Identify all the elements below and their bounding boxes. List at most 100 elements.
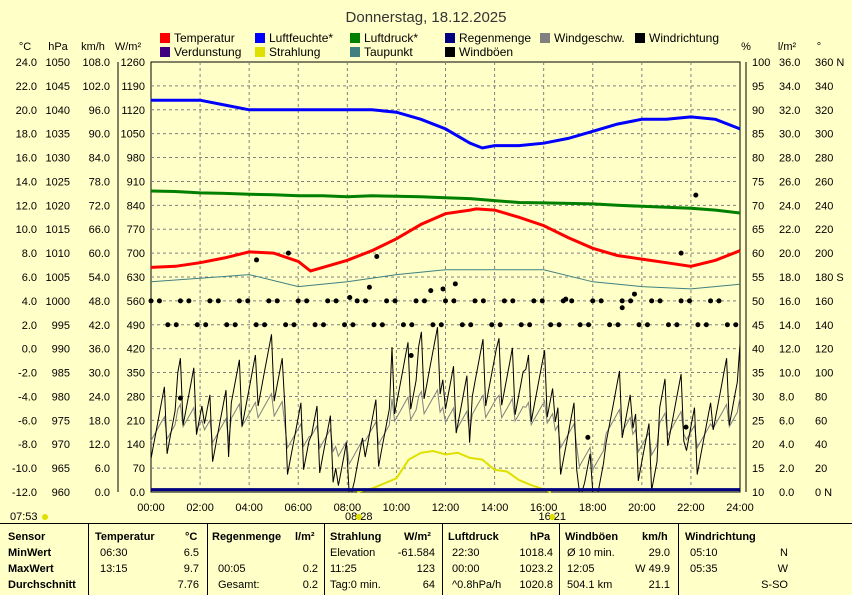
wind-direction-point xyxy=(194,322,200,328)
wind-gust-point xyxy=(374,254,380,260)
wind-direction-point xyxy=(619,298,625,304)
wind-direction-point xyxy=(438,322,444,328)
x-tick-label: 12:00 xyxy=(432,502,460,514)
legend-swatch xyxy=(350,33,360,43)
y-tick-label: 990 xyxy=(52,344,70,356)
windboeen-line xyxy=(150,327,741,493)
axis-unit: W/m² xyxy=(115,41,142,53)
y-tick-label: 50 xyxy=(752,296,764,308)
y-tick-label: 1000 xyxy=(46,296,70,308)
legend-swatch xyxy=(255,47,265,57)
x-axis: 00:00 02:00 04:00 06:00 08:00 10:00 12:00 14:00… xyxy=(137,502,754,514)
y-tick-label: 20 xyxy=(815,463,827,475)
y-tick-label: 40 xyxy=(815,439,827,451)
y-tick-label: 770 xyxy=(127,224,145,236)
wind-direction-point xyxy=(615,322,621,328)
x-tick-label: 00:00 xyxy=(137,502,165,514)
table-cell-temp-val: 9.7 xyxy=(183,563,199,575)
wind-gust-point xyxy=(683,424,689,430)
series-line-taupunkt xyxy=(150,269,741,290)
y-tick-label: 350 xyxy=(127,368,145,380)
wind-direction-point xyxy=(203,322,209,328)
wind-gust-point xyxy=(285,250,291,256)
sun-time-label: 07:53 xyxy=(10,511,38,523)
y-tick-label: 1010 xyxy=(46,248,70,260)
y-tick-label: 80 xyxy=(815,391,827,403)
legend-swatch xyxy=(160,33,170,43)
y-tick-label: -10.0 xyxy=(12,463,37,475)
wind-direction-point xyxy=(379,322,385,328)
y-tick-label: -4.0 xyxy=(18,391,37,403)
y-tick-label: 48.0 xyxy=(89,296,110,308)
wind-direction-point xyxy=(649,298,655,304)
dir-header: Windrichtung xyxy=(685,531,756,543)
y-tick-label: 32.0 xyxy=(779,105,800,117)
x-tick-label: 16:00 xyxy=(530,502,558,514)
y-tick-label: 100 xyxy=(752,57,770,69)
y-tick-label: 280 xyxy=(127,391,145,403)
wind-direction-point xyxy=(510,298,516,304)
table-cell-rain-time: Gesamt: xyxy=(218,579,260,591)
wind-direction-point xyxy=(518,322,524,328)
y-tick-label: 36.0 xyxy=(89,344,110,356)
sun-markers: 07:5308:2816:21 xyxy=(10,511,566,523)
y-tick-label: 34.0 xyxy=(779,81,800,93)
y-tick-label: 28.0 xyxy=(779,153,800,165)
y-tick-label: 1020 xyxy=(46,200,70,212)
x-tick-label: 22:00 xyxy=(677,502,705,514)
wind-direction-point xyxy=(590,298,596,304)
wind-direction-point xyxy=(674,322,680,328)
row-label: MaxWert xyxy=(8,563,54,575)
table-cell-temp-time: 06:30 xyxy=(100,547,128,559)
y-tick-label: 90.0 xyxy=(89,129,110,141)
y-tick-label: 6.0 xyxy=(22,272,37,284)
wind-direction-point xyxy=(577,322,583,328)
y-tick-label: 1030 xyxy=(46,153,70,165)
y-tick-label: 4.0 xyxy=(779,439,794,451)
y-tick-label: 1050 xyxy=(121,129,145,141)
y-tick-label: 22.0 xyxy=(779,224,800,236)
y-tick-label: 40 xyxy=(752,344,764,356)
wind-direction-point xyxy=(215,298,221,304)
table-separator xyxy=(207,523,208,595)
y-tick-label: 140 xyxy=(127,439,145,451)
wind-gust-point xyxy=(452,281,458,287)
y-tick-label: 965 xyxy=(52,463,70,475)
y-tick-label: 975 xyxy=(52,415,70,427)
stats-table: Sensor Temperatur °C Regenmenge l/m² Str… xyxy=(0,523,852,595)
y-tick-label: 18.0 xyxy=(779,272,800,284)
y-tick-label: 2.0 xyxy=(22,320,37,332)
legend-label: Taupunkt xyxy=(364,45,413,59)
y-tick-label: 630 xyxy=(127,272,145,284)
legend: Temperatur Luftfeuchte* Luftdruck* Regenmen… xyxy=(160,31,719,59)
wind-direction-point xyxy=(262,322,268,328)
series-line-strahlung xyxy=(356,449,552,493)
legend-swatch xyxy=(445,33,455,43)
y-tick-label: 1045 xyxy=(46,81,70,93)
wind-direction-point xyxy=(304,298,310,304)
y-tick-label: 24.0 xyxy=(16,57,37,69)
y-tick-label: 960 xyxy=(52,487,70,499)
wind-direction-point xyxy=(678,298,684,304)
y-tick-label: 18.0 xyxy=(16,129,37,141)
series-line-luftfeuchte xyxy=(151,98,741,150)
x-tick-label: 06:00 xyxy=(284,502,312,514)
legend-label: Windböen xyxy=(459,45,513,59)
legend-label: Strahlung xyxy=(269,45,320,59)
wind-direction-point xyxy=(165,322,171,328)
legend-swatch xyxy=(350,47,360,57)
wind-direction-point xyxy=(291,322,297,328)
y-tick-label: 26.0 xyxy=(779,176,800,188)
y-tick-label: 0.0 xyxy=(130,487,145,499)
table-cell-temp-time: 13:15 xyxy=(100,563,128,575)
y-tick-label: 8.0 xyxy=(22,248,37,260)
table-cell-gust-time: 12:05 xyxy=(567,563,595,575)
x-tick-label: 14:00 xyxy=(481,502,509,514)
sun-marker xyxy=(355,514,362,520)
temp-header: Temperatur xyxy=(95,531,155,543)
table-separator xyxy=(88,523,89,595)
y-tick-label: 1015 xyxy=(46,224,70,236)
wind-direction-point xyxy=(531,298,537,304)
wind-direction-point xyxy=(480,298,486,304)
y-tick-label: 910 xyxy=(127,176,145,188)
